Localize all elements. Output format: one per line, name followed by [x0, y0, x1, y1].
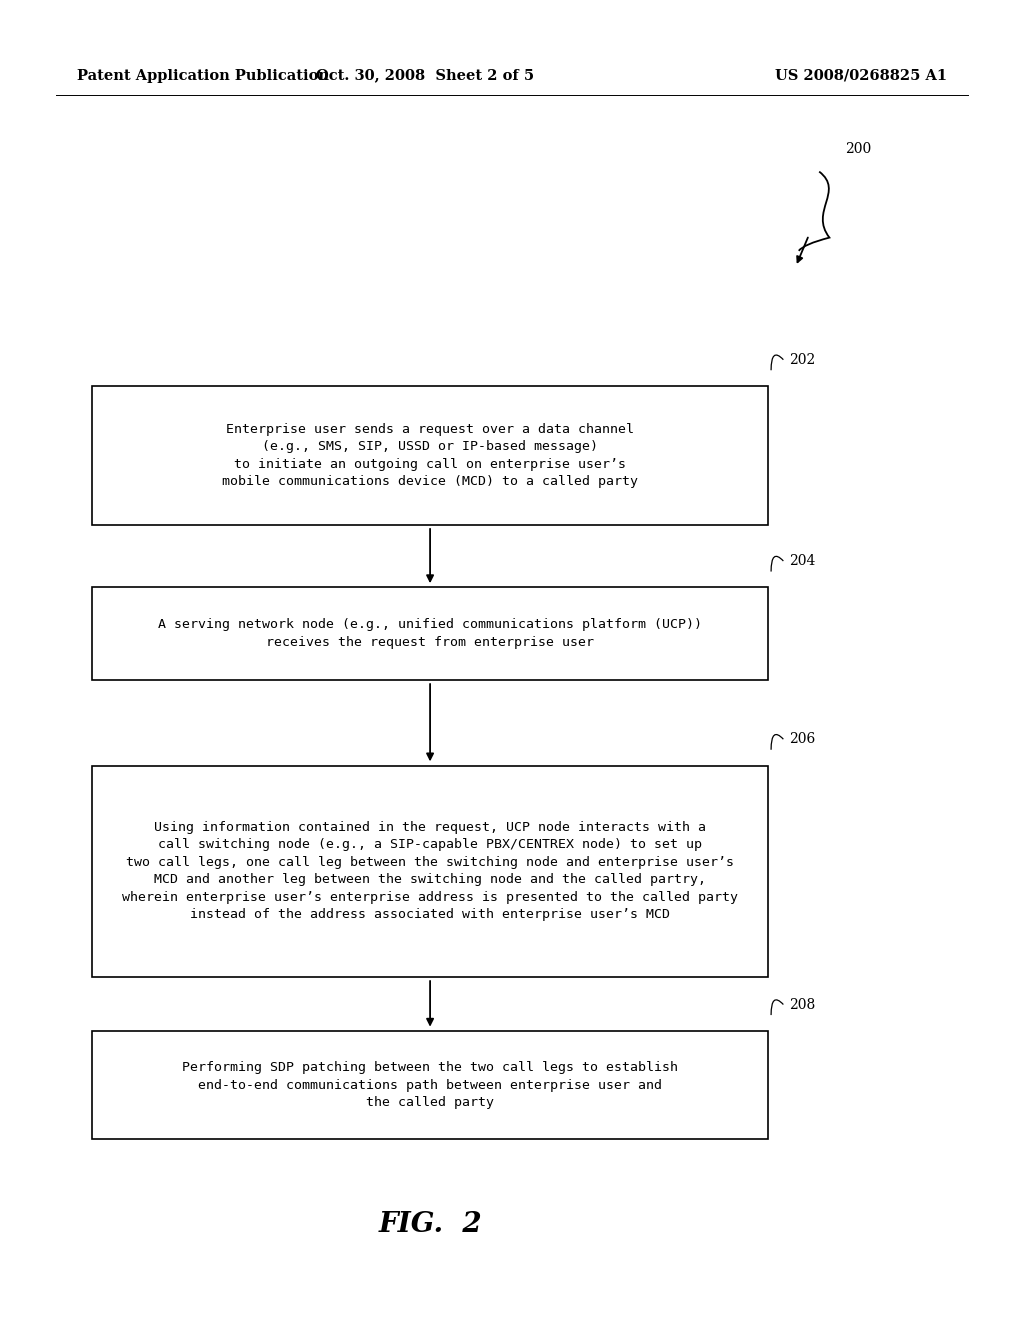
FancyBboxPatch shape [92, 587, 768, 680]
Text: Enterprise user sends a request over a data channel
(e.g., SMS, SIP, USSD or IP-: Enterprise user sends a request over a d… [222, 422, 638, 488]
FancyBboxPatch shape [92, 766, 768, 977]
FancyBboxPatch shape [92, 1031, 768, 1139]
Text: 202: 202 [790, 352, 816, 367]
Text: US 2008/0268825 A1: US 2008/0268825 A1 [775, 69, 947, 83]
Text: Performing SDP patching between the two call legs to establish
end-to-end commun: Performing SDP patching between the two … [182, 1061, 678, 1109]
Text: 204: 204 [790, 554, 816, 568]
Text: Patent Application Publication: Patent Application Publication [77, 69, 329, 83]
Text: A serving network node (e.g., unified communications platform (UCP))
receives th: A serving network node (e.g., unified co… [158, 618, 702, 649]
Text: 206: 206 [790, 733, 816, 746]
Text: FIG.  2: FIG. 2 [378, 1212, 482, 1238]
Text: Oct. 30, 2008  Sheet 2 of 5: Oct. 30, 2008 Sheet 2 of 5 [315, 69, 535, 83]
Text: 200: 200 [845, 141, 871, 156]
Text: Using information contained in the request, UCP node interacts with a
call switc: Using information contained in the reque… [122, 821, 738, 921]
FancyBboxPatch shape [92, 385, 768, 524]
Text: 208: 208 [790, 998, 816, 1011]
